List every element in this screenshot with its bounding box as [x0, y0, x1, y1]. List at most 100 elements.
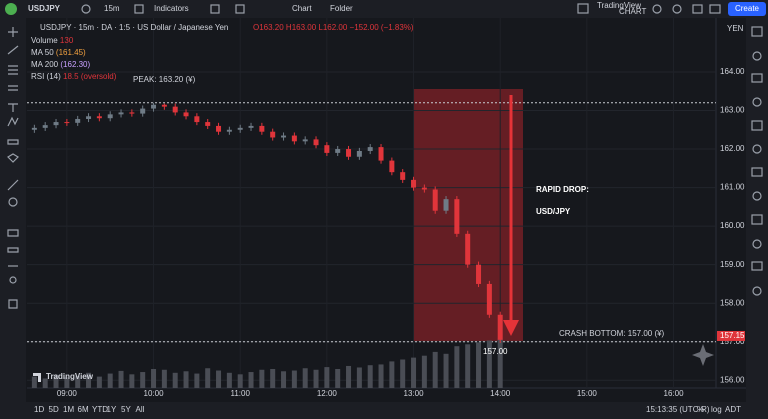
volume-bar	[476, 342, 482, 388]
volume-bar	[378, 364, 384, 388]
volume-bar	[172, 372, 178, 388]
volume-bar	[64, 377, 70, 388]
add-symbol-icon[interactable]	[81, 4, 91, 14]
alert-icon[interactable]	[235, 4, 245, 14]
range-button[interactable]: 5D	[49, 405, 59, 414]
volume-bar	[75, 375, 81, 388]
top-toolbar	[0, 0, 768, 18]
layout-icon[interactable]	[577, 3, 589, 14]
candle-body	[129, 112, 135, 114]
candle-body	[411, 179, 417, 188]
fullscreen-icon[interactable]	[692, 4, 703, 14]
folder-button[interactable]: Folder	[330, 4, 353, 13]
candle-body	[324, 145, 330, 153]
range-button[interactable]: 1Y	[107, 405, 117, 414]
legend-value: (162.30)	[60, 60, 90, 69]
bottom-bar	[0, 402, 768, 419]
range-button[interactable]: 5Y	[121, 405, 131, 414]
x-tick-label: 15:00	[577, 389, 598, 398]
y-tick-label: 164.00	[720, 67, 745, 76]
volume-bar	[161, 369, 167, 388]
y-tick-label: 158.00	[720, 298, 745, 307]
volume-bar	[454, 346, 460, 388]
scale-option[interactable]: %	[697, 405, 704, 414]
volume-bar	[432, 351, 438, 388]
volume-bar	[400, 359, 406, 388]
legend-line: MA 200 (162.30)	[31, 60, 91, 69]
volume-bar	[486, 340, 492, 388]
legend-line: RSI (14) 18.5 (oversold)	[31, 72, 117, 81]
candle-body	[291, 135, 297, 142]
avatar[interactable]	[5, 3, 17, 15]
x-tick-label: 16:00	[664, 389, 685, 398]
volume-bar	[335, 369, 341, 388]
volume-bar	[443, 353, 449, 388]
volume-bar	[465, 344, 471, 388]
brand: TradingView	[597, 1, 641, 10]
candle-body	[367, 147, 373, 151]
symbol[interactable]: USDJPY	[28, 4, 61, 13]
x-tick-label: 10:00	[144, 389, 165, 398]
volume-bar	[421, 355, 427, 388]
legend-line: Volume 130	[31, 36, 74, 45]
drawing-tools[interactable]	[7, 27, 19, 309]
candle-body	[53, 122, 59, 126]
scale-option[interactable]: log	[711, 405, 722, 414]
scale-option[interactable]: ADT	[725, 405, 741, 414]
search-icon[interactable]	[652, 4, 662, 14]
candle-body	[205, 122, 211, 126]
volume-bar	[226, 372, 232, 388]
volume-bar	[259, 369, 265, 388]
candle-body	[96, 116, 102, 119]
candle-body	[151, 104, 157, 109]
candle-body	[31, 127, 37, 130]
indicators-button[interactable]: Indicators	[154, 4, 189, 13]
watermark-logo	[33, 373, 41, 382]
range-button[interactable]: YTD	[92, 405, 108, 414]
candle-body	[432, 189, 438, 211]
y-tick-label: 156.00	[720, 375, 745, 384]
currency[interactable]: YEN	[727, 24, 744, 33]
x-tick-label: 13:00	[404, 389, 425, 398]
volume-bar	[129, 374, 135, 388]
sidebar-icons[interactable]	[751, 26, 763, 296]
snapshot-icon[interactable]	[709, 4, 721, 14]
volume-bar	[42, 378, 48, 388]
volume-bar	[281, 371, 287, 388]
volume-bar	[291, 370, 297, 388]
candle-body	[400, 172, 406, 180]
volume-bar	[346, 365, 352, 388]
create-button[interactable]	[728, 2, 766, 16]
volume-bar	[356, 367, 362, 388]
candle-body	[140, 108, 146, 114]
chart-button[interactable]: Chart	[292, 4, 312, 13]
range-button[interactable]: All	[136, 405, 145, 414]
volume-bar	[389, 361, 395, 388]
candle-body	[107, 114, 113, 119]
bottom-label: CRASH BOTTOM: 157.00 (¥)	[559, 329, 665, 338]
interval[interactable]: 15m	[104, 4, 120, 13]
candle-body	[259, 125, 265, 132]
volume-bar	[324, 367, 330, 388]
templates-icon[interactable]	[210, 4, 220, 14]
y-tick-label: 159.00	[720, 260, 745, 269]
indicators-icon[interactable]	[134, 4, 144, 14]
candle-body	[486, 283, 492, 315]
volume-bar	[151, 369, 157, 388]
candle-body	[270, 131, 276, 138]
range-button[interactable]: 1D	[34, 405, 44, 414]
candle-body	[161, 104, 167, 107]
legend-value: (161.45)	[56, 48, 86, 57]
last-price-tag	[717, 330, 745, 341]
candle-body	[42, 125, 48, 128]
range-button[interactable]: 1M	[63, 405, 74, 414]
candle-body	[497, 314, 503, 340]
watermark: TradingView	[46, 372, 94, 381]
create-label[interactable]: Create	[735, 4, 760, 13]
right-sidebar	[746, 18, 768, 402]
candle-body	[172, 106, 178, 113]
candle-body	[313, 139, 319, 146]
settings-icon[interactable]	[672, 4, 682, 14]
range-button[interactable]: 6M	[78, 405, 89, 414]
volume-bar	[140, 372, 146, 388]
